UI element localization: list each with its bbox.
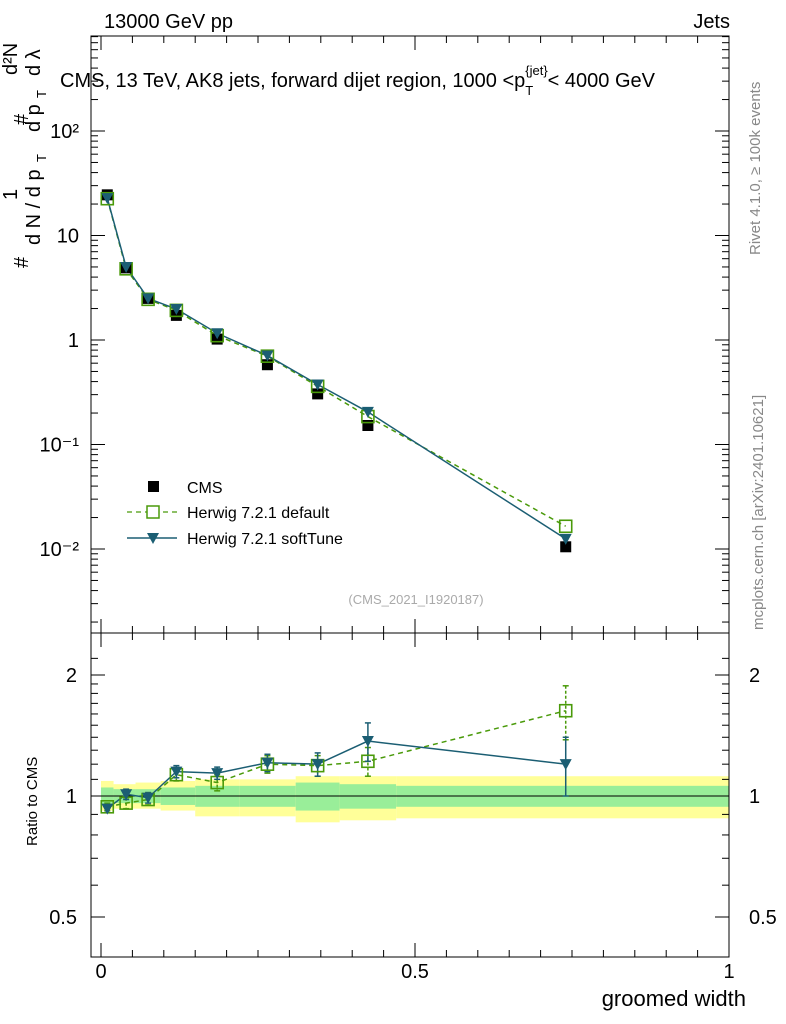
- legend-softtune-label: Herwig 7.2.1 softTune: [187, 531, 343, 548]
- data-point-1: [141, 292, 155, 307]
- svg-text:1: 1: [0, 189, 22, 200]
- data-point-2: [261, 350, 274, 362]
- data-point-0: [312, 388, 324, 400]
- legend-default-label: Herwig 7.2.1 default: [187, 505, 330, 522]
- y-tick-label: 10²: [50, 121, 79, 143]
- data-point-0: [170, 309, 182, 321]
- y-tick-label: 10: [57, 226, 79, 248]
- data-point-1: [558, 519, 573, 534]
- ratio-y-tick-label-right: 2: [749, 665, 760, 687]
- data-point-2: [311, 379, 324, 391]
- ratio-point-1: [311, 759, 324, 771]
- ratio-point-1: [120, 789, 133, 801]
- ratio-point-1: [211, 768, 224, 780]
- legend-default-marker: [146, 505, 160, 519]
- ratio-y-tick-label: 0.5: [49, 907, 77, 929]
- ratio-panel: 0.5 0.5 1 1 2 2 0 0.5 1: [49, 632, 777, 983]
- svg-text:d λ: d λ: [23, 49, 45, 76]
- legend-cms-marker: [148, 481, 159, 492]
- y-tick-label: 10⁻²: [40, 539, 80, 561]
- data-point-2: [101, 193, 114, 205]
- ratio-point-0: [558, 703, 573, 718]
- svg-text:T: T: [34, 154, 49, 162]
- ratio-point-1: [559, 759, 572, 771]
- x-tick-label: 1: [723, 961, 734, 983]
- main-panel: 10⁻² 10⁻¹ 1 10 10²: [40, 35, 730, 634]
- x-tick-label: 0.5: [401, 961, 429, 983]
- ratio-y-tick-label: 2: [66, 665, 77, 687]
- mcplots-label: mcplots.cern.ch [arXiv:2401.10621]: [750, 395, 767, 630]
- ratio-point-0: [361, 754, 375, 769]
- data-point-2: [170, 303, 183, 315]
- analysis-watermark: (CMS_2021_I1920187): [348, 592, 483, 607]
- legend: CMS Herwig 7.2.1 default Herwig 7.2.1 so…: [127, 480, 343, 548]
- ratio-point-1: [101, 803, 114, 815]
- plot-title: CMS, 13 TeV, AK8 jets, forward dijet reg…: [60, 63, 656, 98]
- ratio-point-1: [142, 792, 155, 804]
- ratio-band-inner: [295, 782, 340, 811]
- svg-text:T: T: [34, 90, 49, 98]
- data-point-2: [142, 293, 155, 305]
- rivet-label: Rivet 4.1.0, ≥ 100k events: [747, 82, 764, 255]
- legend-cms-label: CMS: [187, 480, 223, 497]
- data-point-0: [261, 359, 273, 371]
- svg-text:d N / d p: d N / d p: [23, 169, 45, 245]
- svg-text:#: #: [11, 256, 33, 268]
- x-axis-label: groomed width: [602, 986, 746, 1011]
- ratio-frame: [90, 632, 730, 958]
- legend-softtune-marker: [147, 533, 159, 544]
- main-y-axis-label: # 1 d N / d p T # d²N d p T d λ: [0, 43, 49, 268]
- series-line-1: [106, 198, 567, 527]
- category-label: Jets: [693, 11, 730, 33]
- x-tick-label: 0: [95, 961, 106, 983]
- data-point-1: [100, 191, 115, 206]
- energy-label: 13000 GeV pp: [104, 11, 233, 33]
- data-point-2: [361, 406, 374, 418]
- data-point-0: [560, 541, 572, 553]
- ratio-point-1: [361, 736, 374, 748]
- data-point-2: [211, 328, 224, 340]
- data-point-0: [362, 419, 374, 431]
- ratio-y-tick-label: 1: [66, 786, 77, 808]
- data-point-2: [120, 261, 133, 273]
- y-tick-label: 10⁻¹: [40, 435, 80, 457]
- ratio-y-tick-label-right: 1: [749, 786, 760, 808]
- ratio-point-1: [170, 766, 183, 778]
- svg-text:#: #: [11, 113, 33, 125]
- y-tick-label: 1: [68, 330, 79, 352]
- svg-text:d p: d p: [23, 104, 45, 132]
- data-point-2: [559, 533, 572, 545]
- data-point-1: [260, 349, 275, 363]
- ratio-point-1: [261, 757, 274, 769]
- ratio-y-tick-label-right: 0.5: [749, 907, 777, 929]
- svg-text:d²N: d²N: [0, 43, 22, 75]
- ratio-y-axis-label: Ratio to CMS: [24, 757, 41, 846]
